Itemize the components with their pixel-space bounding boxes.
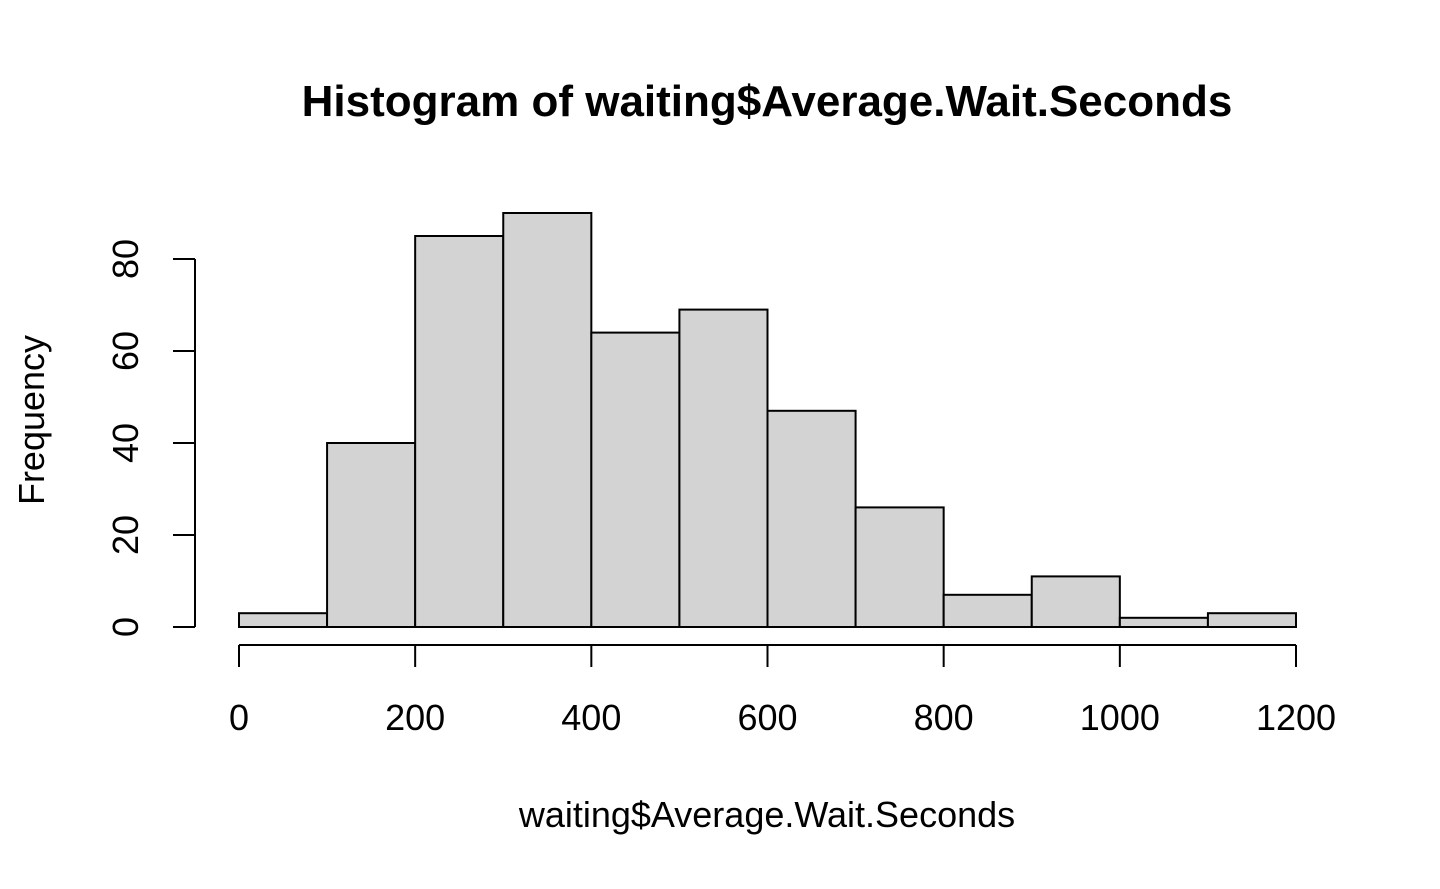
x-tick-label: 0: [229, 697, 249, 738]
y-tick-label: 40: [105, 423, 146, 463]
y-tick-label: 60: [105, 331, 146, 371]
histogram-bar: [854, 506, 945, 628]
y-axis: 0 20 40 60 80: [105, 239, 196, 637]
x-tick-label: 400: [561, 697, 621, 738]
histogram-bar: [1030, 575, 1121, 629]
y-tick-label: 0: [105, 617, 146, 637]
histogram-bar: [942, 593, 1033, 628]
bars-group: [238, 212, 1297, 629]
x-tick-label: 800: [914, 697, 974, 738]
histogram-bar: [766, 409, 857, 628]
y-axis-label: Frequency: [11, 335, 52, 505]
histogram-bar: [1206, 612, 1297, 629]
histogram-bar: [326, 442, 417, 628]
x-tick-label: 200: [385, 697, 445, 738]
chart-title: Histogram of waiting$Average.Wait.Second…: [302, 77, 1233, 126]
y-tick-label: 80: [105, 239, 146, 279]
x-tick-label: 1200: [1256, 697, 1336, 738]
x-axis-label: waiting$Average.Wait.Seconds: [518, 794, 1015, 835]
histogram-bar: [590, 331, 681, 628]
histogram-bar: [678, 308, 769, 628]
y-tick-label: 20: [105, 515, 146, 555]
histogram-bar: [1118, 616, 1209, 628]
histogram-bar: [502, 212, 593, 628]
x-tick-label: 1000: [1080, 697, 1160, 738]
histogram-bar: [414, 235, 505, 628]
x-axis: 0 200 400 600 800 1000 1200: [229, 644, 1336, 738]
x-tick-label: 600: [737, 697, 797, 738]
histogram-bar: [238, 612, 329, 629]
